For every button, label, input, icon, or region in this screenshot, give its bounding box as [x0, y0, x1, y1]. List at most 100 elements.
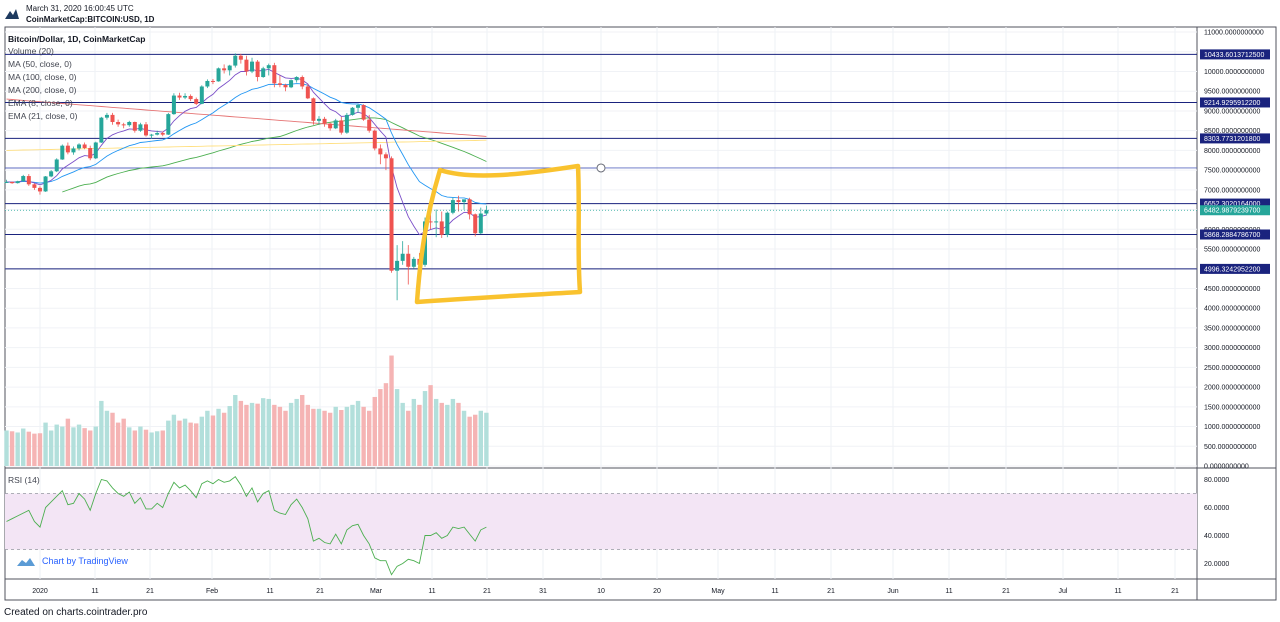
candle-body — [439, 221, 444, 235]
volume-bar — [104, 410, 110, 466]
volume-bar — [227, 406, 232, 466]
volume-bar — [350, 404, 355, 466]
candle-body — [367, 119, 372, 131]
x-tick-label: 11 — [771, 588, 778, 595]
legend-ma200: MA (200, close, 0) — [8, 85, 77, 95]
volume-bar — [194, 423, 199, 466]
volume-bar — [439, 402, 444, 466]
volume-bar — [115, 422, 121, 466]
ema21-line — [6, 83, 487, 205]
candle-body — [250, 61, 255, 72]
x-tick-label: 21 — [827, 588, 835, 595]
volume-bar — [76, 424, 82, 466]
candle-body — [216, 68, 221, 82]
volume-bar — [411, 398, 417, 466]
candle-body — [350, 107, 355, 115]
volume-bar — [188, 422, 193, 466]
volume-bar — [389, 355, 394, 466]
price-tick-label: 3000.0000000000 — [1204, 345, 1261, 352]
legend-ma100: MA (100, close, 0) — [8, 72, 77, 82]
candle-body — [37, 187, 42, 192]
volume-bar — [478, 410, 483, 466]
volume-bar — [26, 431, 32, 466]
volume-bar — [82, 428, 87, 466]
volume-bar — [43, 422, 48, 466]
volume-bar — [322, 410, 327, 466]
volume-bar — [422, 391, 428, 466]
legend-ema21: EMA (21, close, 0) — [8, 111, 78, 121]
logo-icon — [5, 9, 19, 19]
volume-bar — [143, 429, 149, 466]
candle-body — [411, 258, 416, 267]
volume-bar — [456, 402, 461, 466]
candle-body — [32, 184, 37, 188]
volume-bar — [272, 404, 277, 466]
volume-bar — [300, 394, 305, 466]
candle-body — [71, 148, 76, 153]
volume-bar — [467, 416, 472, 466]
tradingview-watermark[interactable]: Chart by TradingView — [42, 556, 128, 566]
volume-bar — [21, 428, 26, 466]
candle-body — [383, 154, 388, 159]
volume-bar — [372, 396, 377, 466]
level-price-tag — [1200, 133, 1270, 144]
volume-bar — [244, 404, 249, 466]
volume-bar — [127, 427, 132, 466]
candle-body — [149, 134, 154, 136]
volume-bar — [417, 404, 422, 466]
volume-bar — [450, 398, 456, 466]
volume-bar — [283, 410, 288, 466]
volume-bar — [400, 402, 405, 466]
rsi-tick-label: 20.0000 — [1204, 561, 1229, 568]
x-tick-label: 20 — [653, 588, 661, 595]
credit-footer: Created on charts.cointrader.pro — [4, 607, 148, 618]
volume-bar — [406, 410, 411, 466]
volume-bar — [428, 385, 433, 466]
price-tick-label: 1000.0000000000 — [1204, 424, 1261, 431]
candle-body — [121, 124, 126, 126]
volume-bar — [355, 400, 361, 466]
volume-bar — [4, 430, 9, 466]
price-tick-label: 2000.0000000000 — [1204, 385, 1261, 392]
candle-body — [132, 121, 137, 131]
candle-body — [4, 181, 9, 183]
volume-bar — [233, 394, 238, 466]
last-price-label: 6482.9879239700 — [1204, 208, 1261, 215]
candle-body — [93, 142, 98, 159]
x-tick-label: Feb — [206, 588, 218, 595]
candle-body — [43, 176, 48, 192]
candle-body — [127, 121, 132, 126]
volume-bar — [48, 430, 54, 466]
candle-body — [328, 123, 333, 129]
candle-body — [82, 144, 87, 149]
volume-bar — [277, 406, 283, 466]
volume-bar — [339, 409, 344, 466]
volume-bar — [60, 426, 65, 466]
candle-body — [171, 95, 176, 115]
candle-body — [199, 86, 204, 104]
candle-body — [305, 86, 310, 99]
candle-body — [378, 148, 383, 155]
candle-body — [244, 59, 249, 72]
price-tick-label: 10000.0000000000 — [1204, 69, 1264, 76]
x-tick-label: 21 — [483, 588, 491, 595]
candle-body — [361, 105, 366, 120]
candle-body — [238, 55, 243, 60]
volume-bar — [121, 418, 126, 466]
candle-body — [311, 98, 316, 121]
candle-body — [428, 221, 433, 223]
ma50-line — [62, 117, 487, 193]
volume-bar — [205, 410, 210, 466]
level-price-tag — [1200, 97, 1270, 108]
candle-body — [210, 80, 215, 82]
highlight-box-annotation — [414, 163, 583, 305]
level-price-label: 4996.3242952200 — [1204, 266, 1261, 273]
legend-volume: Volume (20) — [8, 46, 54, 56]
candle-body — [116, 121, 121, 125]
candle-body — [155, 133, 160, 135]
x-tick-label: Jun — [887, 588, 898, 595]
candle-body — [160, 133, 165, 135]
candle-body — [283, 84, 288, 88]
candle-body — [356, 105, 361, 108]
volume-bar — [71, 427, 76, 466]
